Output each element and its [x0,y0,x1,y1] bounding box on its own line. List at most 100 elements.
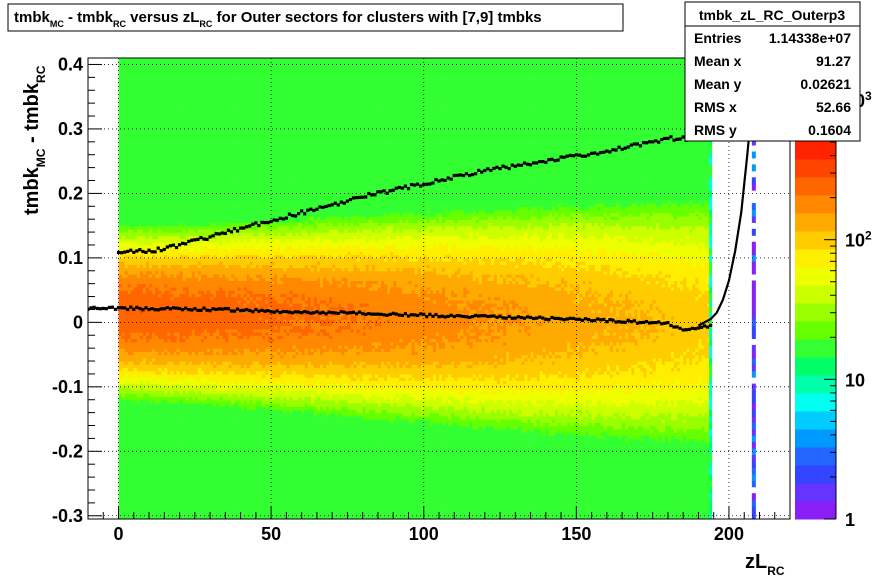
profile-point [279,311,282,314]
profile-point [669,324,672,327]
profile-point [123,306,126,309]
y-tick-label: -0.3 [52,506,83,526]
profile-point [697,326,700,329]
profile-point [349,311,352,314]
stats-label: Entries [694,30,742,46]
profile-point [190,239,193,242]
stats-name: tmbk_zL_RC_Outerp3 [699,7,845,23]
profile-point [440,178,443,181]
profile-point [599,151,602,154]
profile-point [529,316,532,319]
profile-point [355,196,358,199]
profile-point [141,308,144,311]
profile-point [587,318,590,321]
profile-point [202,306,205,309]
profile-point [581,319,584,322]
profile-point [416,183,419,186]
profile-point [178,307,181,310]
profile-point [303,212,306,215]
profile-point [434,313,437,316]
profile-point [404,185,407,188]
color-scale-step [795,213,836,232]
profile-point [511,164,514,167]
profile-point [215,232,218,235]
profile-point [367,312,370,315]
profile-point [587,153,590,156]
profile-point [379,190,382,193]
profile-point [169,307,172,310]
profile-point [199,236,202,239]
profile-point [547,318,550,321]
profile-point [682,135,685,138]
profile-point [532,161,535,164]
x-tick-label: 0 [114,524,124,544]
color-scale-label: 10 [845,370,865,390]
profile-point [590,152,593,155]
profile-point [331,203,334,206]
profile-point [489,169,492,172]
profile-point [614,148,617,151]
profile-point [392,312,395,315]
profile-point [343,202,346,205]
profile-point [483,314,486,317]
profile-point [422,183,425,186]
profile-point [553,159,556,162]
profile-point [285,216,288,219]
profile-point [147,249,150,252]
profile-point [288,213,291,216]
profile-point [453,174,456,177]
profile-point [547,158,550,161]
profile-point [694,327,697,330]
profile-point [599,318,602,321]
profile-point [221,231,224,234]
profile-point [193,307,196,310]
profile-point [117,306,120,309]
profile-point [520,164,523,167]
profile-point [361,312,364,315]
profile-point [141,250,144,253]
profile-point [379,313,382,316]
profile-point [578,154,581,157]
color-scale-step [795,375,836,394]
profile-point [163,248,166,251]
profile-point [486,167,489,170]
profile-point [266,309,269,312]
profile-point [569,317,572,320]
profile-point [239,226,242,229]
profile-point [236,308,239,311]
profile-point [645,320,648,323]
profile-point [340,310,343,313]
profile-point [175,307,178,310]
profile-point [157,308,160,311]
profile-point [642,141,645,144]
profile-point [239,309,242,312]
profile-point [324,312,327,315]
profile-point [636,322,639,325]
profile-point [395,312,398,315]
profile-point [450,178,453,181]
profile-point [654,139,657,142]
profile-point [160,307,163,310]
profile-point [480,314,483,317]
profile-point [642,321,645,324]
profile-point [154,308,157,311]
profile-point [93,306,96,309]
profile-point [248,224,251,227]
profile-point [196,238,199,241]
y-axis: -0.3-0.2-0.100.10.20.30.4 [52,54,102,525]
profile-point [593,151,596,154]
profile-point [251,310,254,313]
profile-point [685,328,688,331]
profile-point [190,308,193,311]
profile-point [517,164,520,167]
color-scale-label: 102 [845,229,872,251]
profile-point [459,173,462,176]
profile-point [437,179,440,182]
profile-point [538,316,541,319]
profile-point [309,208,312,211]
profile-point [456,314,459,317]
profile-point [520,316,523,319]
profile-point [431,181,434,184]
profile-point [471,173,474,176]
profile-point [608,150,611,153]
